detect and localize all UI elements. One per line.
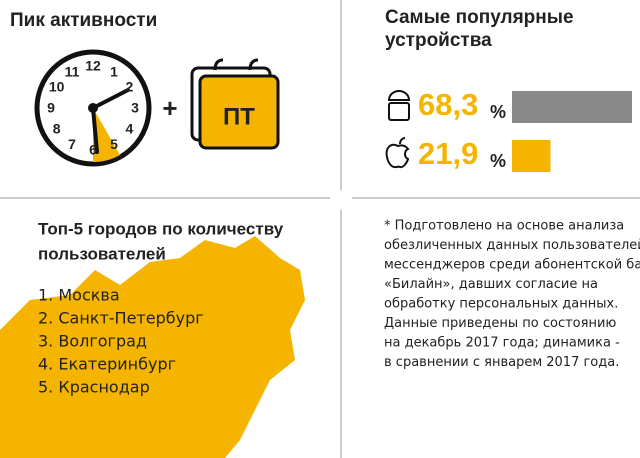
- clock-number: 5: [110, 136, 118, 152]
- apple-shape: [385, 137, 410, 169]
- calendar-rings: [213, 58, 259, 71]
- city-list: 1. Москва 2. Санкт-Петербург 3. Волгоград 4…: [38, 286, 204, 397]
- city: 5. Краснодар: [38, 378, 150, 397]
- apple-icon: [385, 137, 410, 169]
- calendar: ПТ: [190, 58, 280, 150]
- device-bar: [512, 91, 632, 123]
- city: 2. Санкт-Петербург: [38, 309, 204, 328]
- clock-number: 12: [85, 58, 101, 74]
- android-head: [387, 90, 411, 101]
- plus: +: [162, 93, 177, 123]
- clock-number: 11: [65, 63, 80, 79]
- hour-hand: [91, 88, 130, 110]
- device-value: 21,9: [418, 136, 478, 171]
- device-bar: [512, 140, 551, 172]
- android-icon: [387, 90, 411, 121]
- clock-number: 7: [68, 136, 76, 152]
- cities-title: Топ-5 городов по количеству: [38, 219, 284, 238]
- clock-sector: [93, 108, 120, 163]
- city: 4. Екатеринбург: [38, 355, 176, 374]
- russia-map: [0, 236, 305, 458]
- city: 1. Москва: [38, 286, 120, 305]
- clock-number: 8: [53, 121, 61, 137]
- clock-number: 10: [49, 79, 65, 95]
- minute-hand: [91, 106, 99, 154]
- device-list: 68,3 % 21,9%: [418, 87, 632, 172]
- device-value: 68,3: [418, 87, 478, 122]
- clock-number: 6: [89, 142, 97, 158]
- clock-number: 1: [110, 63, 118, 79]
- device-unit: %: [490, 151, 506, 171]
- calendar-page: [198, 74, 280, 150]
- clock-pin: [88, 103, 98, 113]
- footnote-line: «Билайн», давших согласие на: [384, 277, 598, 292]
- footnote-line: в сравнении с январем 2017 года.: [384, 355, 619, 370]
- calendar-day: ПТ: [223, 103, 255, 130]
- devices-title: устройства: [385, 30, 492, 51]
- footnote-line: мессенджеров среди абонентской базы: [384, 258, 640, 273]
- footnote-line: * Подготовлено на основе анализа: [384, 219, 624, 234]
- clock-number: 2: [125, 79, 133, 95]
- devices-title: Самые популярные: [385, 7, 574, 28]
- footnote-line: на декабрь 2017 года; динамика -: [384, 336, 620, 351]
- cities-title: пользователей: [38, 244, 166, 263]
- footnote-line: обработку персональных данных.: [384, 297, 618, 312]
- clock-number: 9: [47, 100, 55, 116]
- city: 3. Волгоград: [38, 332, 147, 351]
- activity-title: Пик активности: [10, 10, 157, 31]
- footnote-line: Данные приведены по состоянию: [384, 316, 616, 331]
- device-unit: %: [490, 102, 506, 122]
- android-body: [388, 102, 410, 121]
- footnote-line: обезличенных данных пользователей: [384, 238, 640, 253]
- footnote: * Подготовлено на основе анализа обезличе…: [384, 219, 640, 371]
- clock-number: 4: [125, 121, 133, 137]
- clock-number: 3: [131, 100, 139, 116]
